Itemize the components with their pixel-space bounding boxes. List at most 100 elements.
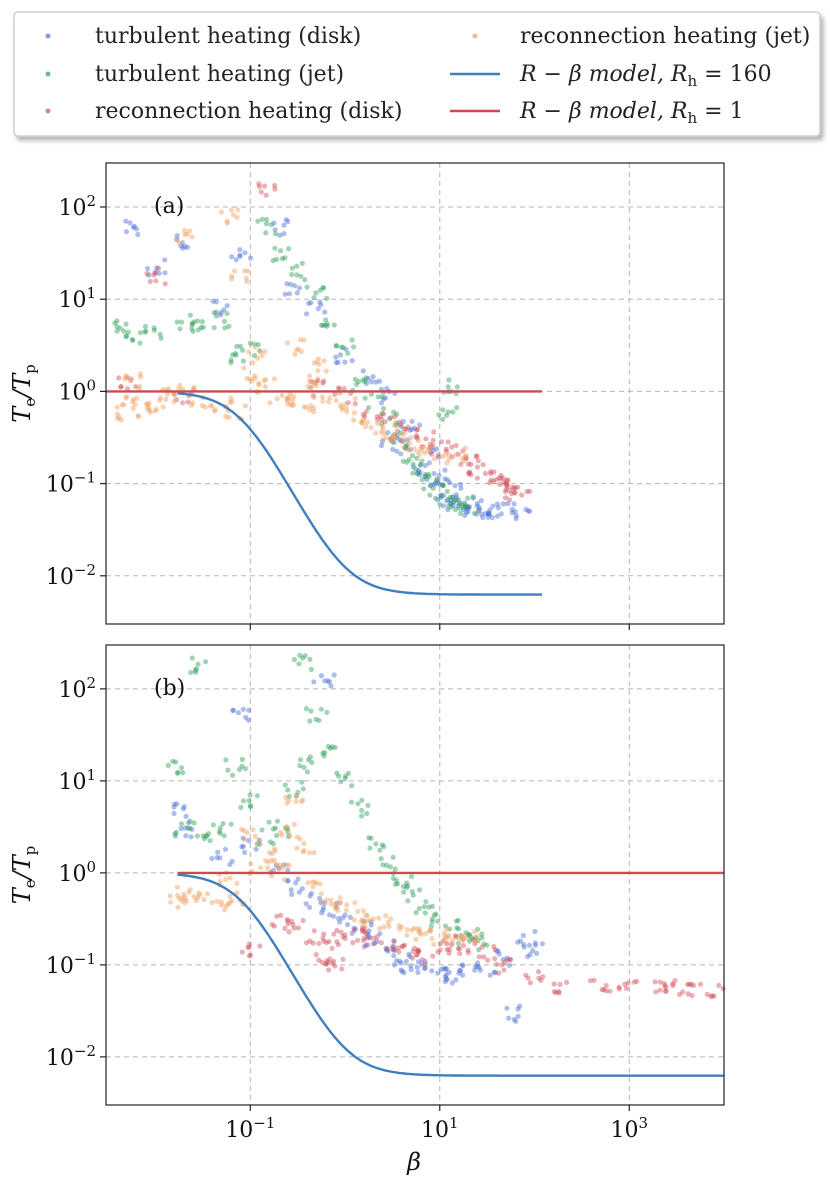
panel-a-point-s1-15-6 xyxy=(387,416,393,422)
panel-a-point-s2-6-5 xyxy=(374,414,380,420)
panel-a-point-s2-8-4 xyxy=(405,424,411,430)
panel-b-point-s2-23-4 xyxy=(716,982,722,989)
panel-a-point-s2-3-0 xyxy=(256,181,262,187)
panel-b-point-s0-2-4 xyxy=(214,855,220,861)
panel-b-point-s0-7-0 xyxy=(317,895,323,902)
panel-b-point-s2-10-0 xyxy=(415,948,421,954)
panel-b-point-s0-18-3 xyxy=(459,962,465,968)
panel-a-point-s0-8-2 xyxy=(343,346,349,352)
panel-b-point-s2-14-6 xyxy=(485,957,491,963)
panel-b-point-s0-15-0 xyxy=(422,958,428,965)
panel-b-point-s0-24-1 xyxy=(515,1006,521,1012)
panel-b-point-s3-9-2 xyxy=(301,847,307,854)
panel-b-point-s0-22-4 xyxy=(527,952,533,958)
panel-a-point-s1-9-3 xyxy=(298,273,304,279)
panel-a-point-s0-3-0 xyxy=(210,298,216,304)
panel-b-point-s1-21-1 xyxy=(466,938,473,944)
panel-a-point-s1-3-2 xyxy=(177,326,183,332)
panel-b-point-s1-2-2 xyxy=(194,833,200,839)
panel-a-point-s3-18-1 xyxy=(344,409,350,415)
panel-b-point-s2-8-2 xyxy=(390,946,396,952)
panel-a-point-s1-22-1 xyxy=(458,500,464,506)
panel-b-point-s0-3-4 xyxy=(245,717,252,723)
panel-b-point-s0-0-4 xyxy=(171,804,177,810)
panel-b-point-s3-21-5 xyxy=(283,824,289,830)
panel-b-point-s2-17-2 xyxy=(556,988,562,995)
panel-b-point-s0-14-6 xyxy=(399,968,405,974)
panel-b-point-s0-0-6 xyxy=(180,806,186,812)
panel-b-point-s1-9-6 xyxy=(305,757,312,763)
panel-b-point-s1-18-5 xyxy=(413,910,419,916)
panel-a-point-s0-0-4 xyxy=(133,226,139,232)
panel-b-point-s0-12-0 xyxy=(389,944,396,950)
panel-a-point-s0-0-5 xyxy=(127,220,133,226)
panel-a-point-s1-26-2 xyxy=(259,216,265,222)
panel-b-point-s1-2-4 xyxy=(200,833,206,839)
panel-a-point-s1-24-2 xyxy=(436,412,442,418)
panel-a-point-s2-18-5 xyxy=(474,464,481,470)
panel-a-point-s3-8-4 xyxy=(227,399,233,405)
panel-b-point-s1-3-6 xyxy=(210,822,216,828)
panel-b-point-s2-7-5 xyxy=(360,937,367,944)
panel-b-point-s2-18-3 xyxy=(603,982,609,989)
panel-b-point-s0-17-5 xyxy=(449,980,455,986)
panel-a-point-s1-11-3 xyxy=(323,317,329,323)
panel-a-point-s0-0-0 xyxy=(131,223,137,229)
panel-b-point-s3-7-3 xyxy=(284,862,290,868)
panel-a-point-s0-0-6 xyxy=(135,231,141,238)
panel-b-point-s2-2-3 xyxy=(286,929,292,935)
panel-b-point-s2-18-5 xyxy=(599,987,605,993)
panel-a-point-s0-5-2 xyxy=(283,217,289,223)
panel-b-point-s3-15-1 xyxy=(386,923,392,929)
panel-a-point-s1-8-3 xyxy=(279,256,285,262)
panel-b-point-s1-23-1 xyxy=(193,669,199,675)
panel-b-point-s2-12-1 xyxy=(460,942,467,949)
panel-b-point-s3-13-1 xyxy=(355,908,361,915)
panel-b-point-s3-8-0 xyxy=(293,798,299,804)
panel-b-point-s1-16-5 xyxy=(395,881,401,887)
panel-a-point-s1-23-4 xyxy=(475,508,481,514)
panel-b-point-s1-11-4 xyxy=(321,753,327,759)
panel-b-point-s1-24-3 xyxy=(297,652,303,659)
panel-a-point-s3-30-3 xyxy=(294,347,300,353)
legend-label-turbulent-jet: turbulent heating (jet) xyxy=(95,62,344,87)
panel-b-point-s0-5-6 xyxy=(276,865,282,871)
panel-a-point-s2-1-1 xyxy=(151,272,157,278)
panel-b-point-s3-4-4 xyxy=(225,901,231,907)
panel-a-point-s3-22-6 xyxy=(392,435,398,441)
panel-b-point-s3-2-1 xyxy=(195,895,201,901)
panel-a-point-s3-24-1 xyxy=(415,449,421,455)
panel-a-point-s0-24-5 xyxy=(453,497,459,503)
panel-a-point-s0-26-4 xyxy=(486,511,492,517)
panel-b-point-s2-4-2 xyxy=(329,945,335,951)
panel-b-point-s0-4-6 xyxy=(241,849,248,856)
panel-a-point-s3-19-0 xyxy=(364,419,370,425)
panel-a-point-s0-26-6 xyxy=(490,503,496,509)
panel-a-point-s1-10-2 xyxy=(317,287,323,293)
panel-b-point-s1-7-2 xyxy=(285,834,292,840)
panel-a-point-s0-21-0 xyxy=(404,437,410,443)
panel-a-point-s3-20-3 xyxy=(375,420,381,426)
panel-b-point-s0-16-2 xyxy=(443,966,449,972)
panel-a-point-s1-18-3 xyxy=(426,471,432,477)
panel-a-point-s2-15-1 xyxy=(512,490,518,496)
panel-b-point-s2-5-5 xyxy=(340,934,346,940)
panel-a-point-s2-16-3 xyxy=(511,489,517,495)
panel-b-point-s1-17-1 xyxy=(410,892,416,898)
panel-a-point-s0-13-3 xyxy=(437,481,443,488)
panel-a-point-s2-0-0 xyxy=(128,377,134,383)
panel-a-point-s3-30-5 xyxy=(292,351,298,357)
panel-a-point-s3-26-2 xyxy=(460,455,466,461)
panel-b-point-s0-3-2 xyxy=(240,706,246,712)
panel-a-point-s3-3-6 xyxy=(144,402,151,408)
panel-a-point-s0-25-4 xyxy=(467,504,473,510)
panel-b-point-s3-11-5 xyxy=(319,898,325,905)
panel-a-point-s1-10-0 xyxy=(320,285,326,291)
panel-b-point-s1-16-2 xyxy=(390,875,396,881)
panel-b-point-s1-18-3 xyxy=(421,904,427,910)
panel-a-point-s2-13-1 xyxy=(487,480,493,486)
panel-a-point-s2-3-5 xyxy=(272,186,278,192)
panel-a-point-s1-19-3 xyxy=(434,476,440,482)
panel-a-point-s3-3-1 xyxy=(135,413,141,419)
panel-b-point-s1-14-0 xyxy=(367,845,373,851)
